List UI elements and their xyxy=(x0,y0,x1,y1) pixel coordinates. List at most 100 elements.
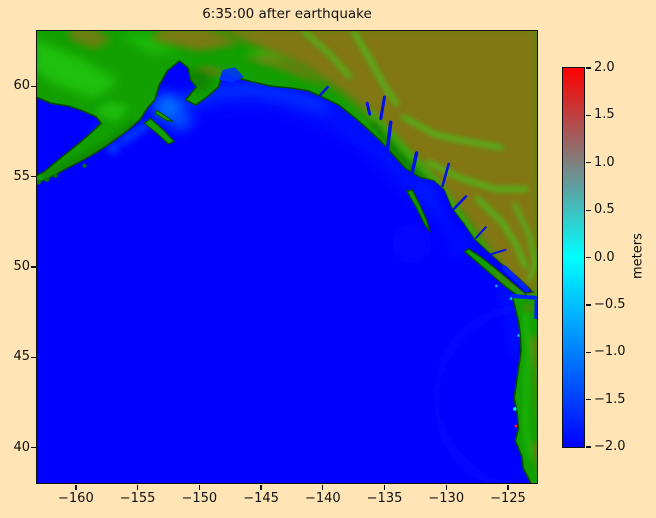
colorbar-tick-mark xyxy=(585,304,591,306)
river-valley-4 xyxy=(474,195,527,269)
mountains-california xyxy=(529,440,537,478)
aleutian-islet-1 xyxy=(36,179,41,184)
coastal-wave-dot-cyan-3 xyxy=(516,333,520,337)
river-valley-3 xyxy=(425,159,528,191)
afognak-island xyxy=(153,109,173,122)
river-valley-2 xyxy=(400,114,504,150)
mountains-alaska-range xyxy=(149,30,239,51)
fjord-rivers-inlet xyxy=(474,225,487,239)
fjord-douglas-channel xyxy=(451,194,467,210)
coastal-band-pnw xyxy=(521,312,533,460)
haida-offshore-glow xyxy=(391,223,432,263)
colorbar-tick-label: 1.0 xyxy=(594,154,615,170)
mountains-top-left xyxy=(68,30,112,49)
colorbar-tick-mark xyxy=(585,114,591,117)
y-tick-label: 50 xyxy=(13,258,30,274)
y-tick-mark xyxy=(30,356,36,359)
colorbar-tick-label: −0.5 xyxy=(594,296,626,312)
y-tick-label: 60 xyxy=(13,78,30,94)
x-tick-mark xyxy=(260,484,262,490)
x-tick-label: −160 xyxy=(58,491,94,506)
x-tick-mark xyxy=(75,484,77,490)
wave-glow-layer xyxy=(92,78,537,483)
lowland-top-center xyxy=(118,33,181,54)
fjord-layer xyxy=(218,66,537,319)
colorbar-tick-mark xyxy=(585,162,591,164)
colorbar-tick-mark xyxy=(585,351,591,353)
coastal-wave-dot-cyan-4 xyxy=(494,284,497,287)
kodiak-shelf-glow xyxy=(168,109,192,131)
fjord-glacier-bay xyxy=(365,101,371,116)
y-tick-mark xyxy=(30,175,36,178)
colorbar-gradient xyxy=(562,67,584,447)
y-tick-label: 45 xyxy=(13,349,30,365)
mountains-olympic xyxy=(522,304,534,314)
colorbar-tick-label: 2.0 xyxy=(594,60,615,75)
x-tick-label: −125 xyxy=(490,491,526,506)
lowland-west-alaska xyxy=(36,38,119,99)
y-tick-mark xyxy=(30,447,36,449)
strait-of-georgia xyxy=(501,264,529,292)
colorbar-tick-mark xyxy=(585,399,591,401)
y-tick-mark xyxy=(30,85,36,87)
map-plot-area xyxy=(35,29,538,484)
x-tick-mark xyxy=(198,484,201,490)
y-tick-label: 55 xyxy=(13,168,30,184)
dark-forest-peninsula xyxy=(41,120,137,178)
x-tick-mark xyxy=(445,484,447,490)
colorbar-tick-label: 1.5 xyxy=(594,107,615,123)
coastal-wave-dot-cyan-1 xyxy=(512,406,516,411)
yakutat-bay xyxy=(318,85,329,96)
colorbar-tick-mark xyxy=(585,209,591,211)
shelikof-strait-glow xyxy=(118,120,150,145)
mountains-chugach xyxy=(192,64,226,77)
tsunami-map xyxy=(36,30,537,483)
x-tick-mark xyxy=(322,484,324,490)
x-tick-label: −130 xyxy=(428,491,465,506)
haida-gwaii xyxy=(405,188,431,233)
x-tick-mark xyxy=(137,484,139,490)
y-tick-label: 40 xyxy=(13,439,30,455)
x-tick-mark xyxy=(507,484,509,490)
mountains-interior xyxy=(211,30,537,296)
fjord-chatham-strait xyxy=(384,120,392,155)
fjord-clarence-strait xyxy=(408,150,418,182)
river-valley-5 xyxy=(301,30,352,79)
aleutian-islet-2 xyxy=(43,176,49,182)
colorbar-tick-label: −1.0 xyxy=(594,344,626,360)
x-tick-label: −135 xyxy=(366,491,403,506)
prince-william-sound xyxy=(218,66,244,82)
mountains-vancouver-island xyxy=(485,266,510,290)
coastal-wave-dot-layer xyxy=(494,284,520,427)
mountains-wrangell xyxy=(242,54,325,87)
colorbar-tick-label: 0.0 xyxy=(594,249,615,265)
fjord-knight-inlet xyxy=(489,248,506,255)
colorbar-tick-label: −2.0 xyxy=(594,439,626,454)
fjord-portland-canal xyxy=(440,162,450,187)
bering-wave-spot-2 xyxy=(107,142,118,154)
colorbar-tick-label: −1.5 xyxy=(594,391,626,407)
lowland-bristol xyxy=(93,100,130,122)
colorbar-tick-mark xyxy=(585,67,591,69)
plot-title: 6:35:00 after earthquake xyxy=(202,6,372,22)
x-tick-label: −140 xyxy=(304,491,341,506)
river-valley-fraser xyxy=(511,201,537,281)
y-tick-mark xyxy=(30,266,36,268)
colorbar-tick-mark xyxy=(585,256,591,259)
aleutian-islet-3 xyxy=(52,172,58,178)
coastal-wave-dot-red xyxy=(514,424,517,427)
colorbar-tick-mark xyxy=(585,446,591,448)
colorbar-tick-label: 0.5 xyxy=(594,202,615,218)
fjord-lynn-canal xyxy=(378,95,386,120)
strait-juan-de-fuca xyxy=(508,293,537,300)
colorbar xyxy=(561,66,585,448)
hecate-strait-glow xyxy=(417,182,452,233)
x-tick-label: −150 xyxy=(181,491,218,506)
semidi-islet xyxy=(82,163,86,168)
coastal-wave-dot-cyan-2 xyxy=(509,296,512,300)
lowland-copper-valley xyxy=(242,47,292,63)
x-tick-label: −155 xyxy=(119,491,156,506)
kodiak-island xyxy=(142,117,175,145)
x-tick-label: −145 xyxy=(243,491,279,506)
